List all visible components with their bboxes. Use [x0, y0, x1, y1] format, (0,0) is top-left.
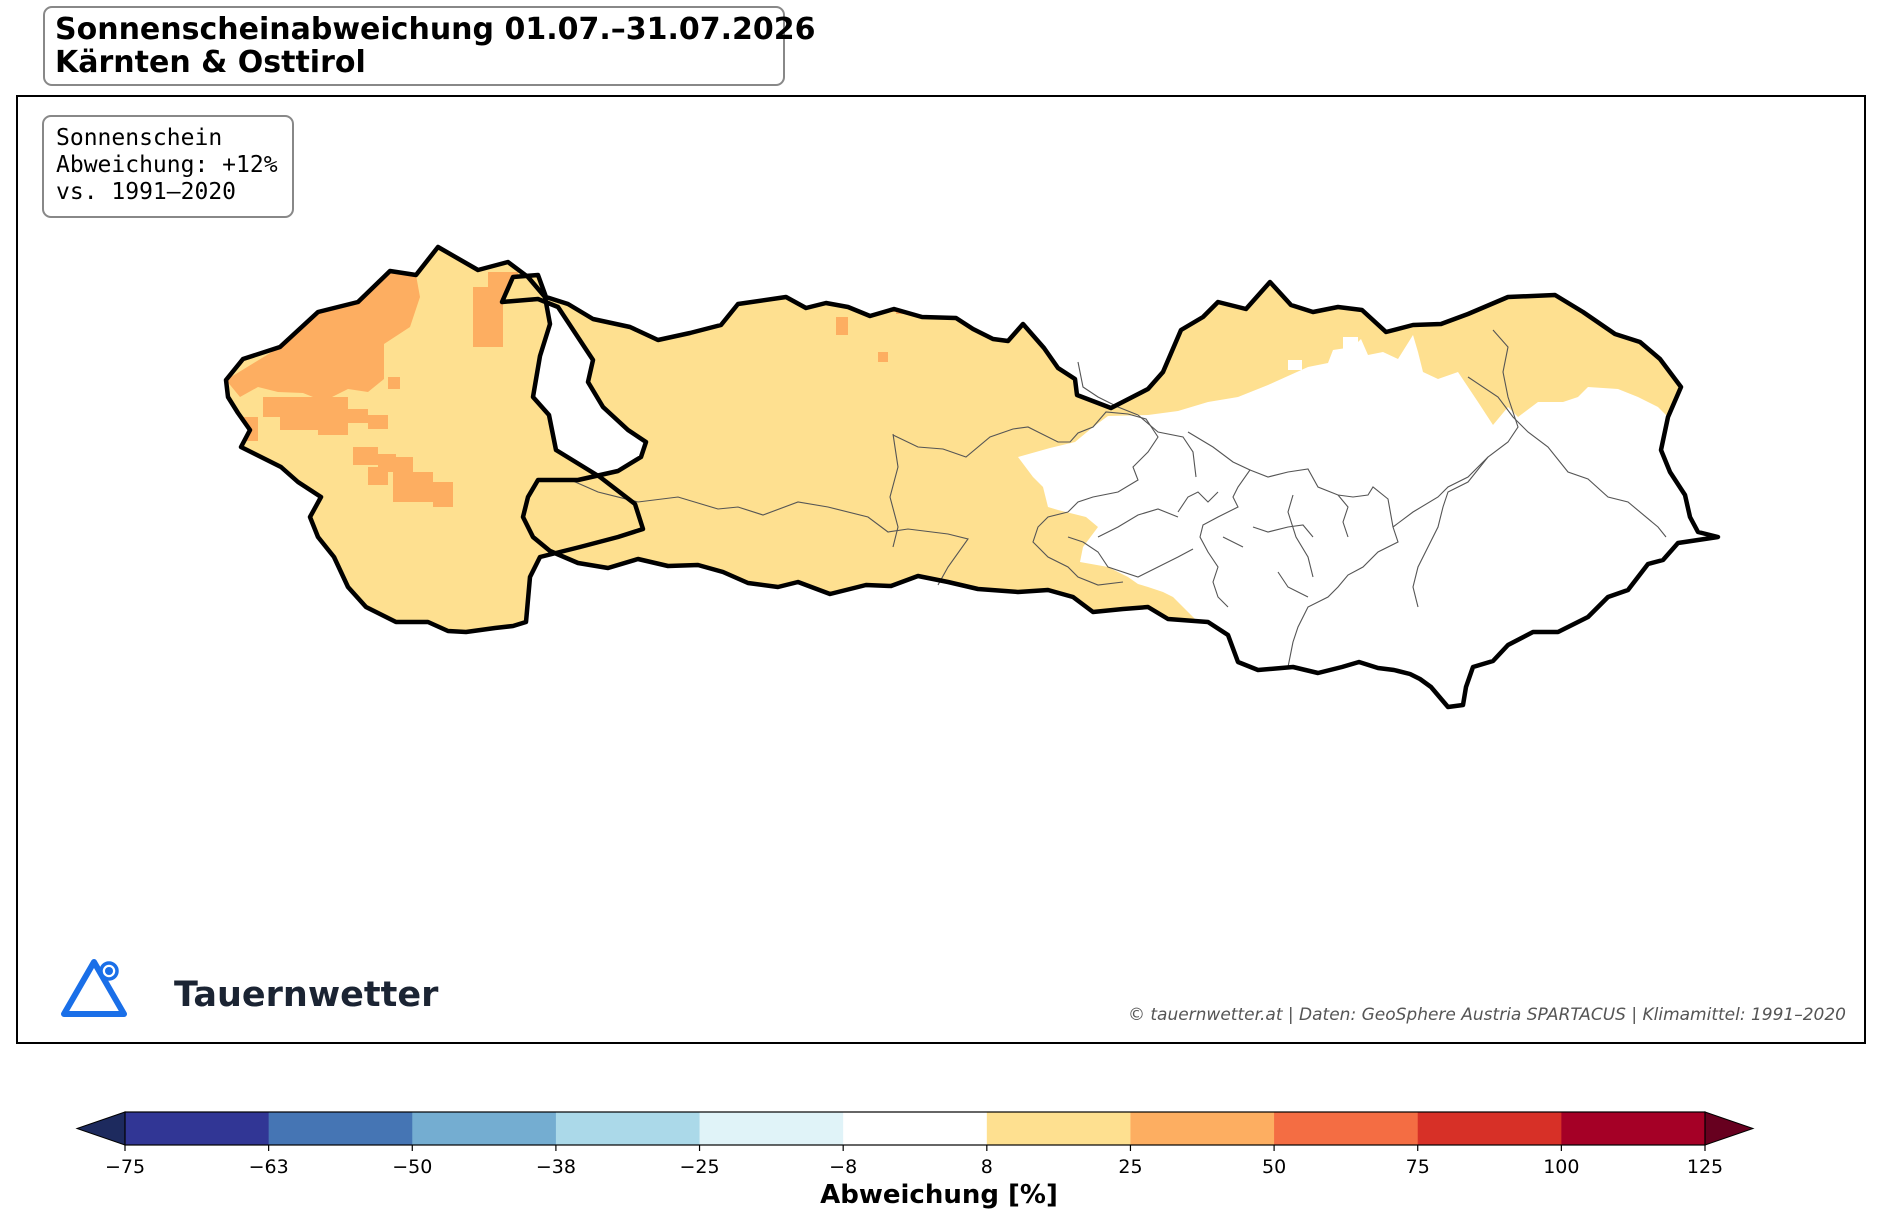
info-line-2: Abweichung: +12%: [56, 152, 278, 178]
colorbar-tick-label: 100: [1543, 1156, 1579, 1178]
colorbar-bin-9: [1417, 1112, 1562, 1145]
colorbar-tick-label: −50: [392, 1156, 432, 1178]
colorbar-over-arrow: [1704, 1111, 1755, 1146]
colorbar: −75 −63 −50 −38 −25 −8 8 25 50 75 100 125: [75, 1111, 1755, 1178]
colorbar-frame: [124, 1111, 1706, 1146]
colorbar-tick-label: 25: [1118, 1156, 1142, 1178]
colorbar-bin-0: [125, 1112, 270, 1145]
colorbar-bin-10: [1561, 1112, 1706, 1145]
mountain-triangle-icon: [61, 959, 127, 1017]
colorbar-tick-label: −63: [249, 1156, 289, 1178]
colorbar-bin-6: [986, 1112, 1131, 1145]
map-canvas: [223, 244, 1721, 710]
colorbar-tick-label: 8: [981, 1156, 993, 1178]
colorbar-bin-4: [699, 1112, 844, 1145]
map-frame: Sonnenschein Abweichung: +12% vs. 1991–2…: [16, 95, 1866, 1044]
colorbar-tick-label: 125: [1687, 1156, 1723, 1178]
map-subtitle: Kärnten & Osttirol: [55, 45, 366, 80]
colorbar-tick-label: −75: [105, 1156, 145, 1178]
colorbar-tick-label: 75: [1406, 1156, 1430, 1178]
title-box: Sonnenscheinabweichung 01.07.–31.07.2026…: [43, 6, 816, 86]
credit-text: © tauernwetter.at | Daten: GeoSphere Aus…: [1127, 1005, 1846, 1025]
colorbar-bin-1: [268, 1112, 413, 1145]
colorbar-bin-5: [843, 1112, 988, 1145]
osttirol-region: [226, 247, 643, 632]
info-box: Sonnenschein Abweichung: +12% vs. 1991–2…: [42, 115, 294, 218]
colorbar-bin-3: [555, 1112, 701, 1145]
colorbar-tick-label: −8: [829, 1156, 857, 1178]
info-line-3: vs. 1991–2020: [56, 179, 237, 205]
colorbar-tick-label: −38: [536, 1156, 576, 1178]
near-normal-area: [1018, 335, 1718, 707]
colorbar-bin-7: [1130, 1112, 1275, 1145]
district-boundaries: [572, 329, 1667, 668]
colorbar-bin-8: [1274, 1112, 1419, 1145]
colorbar-bin-2: [412, 1112, 557, 1145]
info-line-1: Sonnenschein: [56, 125, 223, 151]
colorbar-label: Abweichung [%]: [820, 1180, 1058, 1210]
logo-name: Tauernwetter: [174, 975, 439, 1015]
colorbar-tick-label: 50: [1262, 1156, 1286, 1178]
colorbar-tick-label: −25: [679, 1156, 719, 1178]
kaernten-region: [502, 275, 1718, 707]
tauernwetter-logo: Tauernwetter: [60, 957, 438, 1019]
osttirol-outline: [223, 244, 646, 635]
kaernten-outline: [499, 272, 1721, 710]
colorbar-under-arrow: [75, 1111, 126, 1146]
map-title: Sonnenscheinabweichung 01.07.–31.07.2026: [55, 12, 816, 47]
